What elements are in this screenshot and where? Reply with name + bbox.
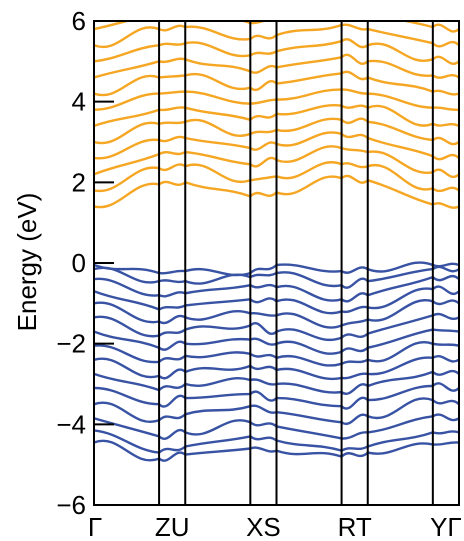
y-ticks: −6 −4 −2 0 2 4 6	[56, 6, 114, 520]
plot-frame	[93, 20, 460, 506]
x-tick-label: ZU	[155, 512, 190, 541]
x-tick-label: YΓ	[430, 512, 462, 541]
y-tick-label: 0	[72, 248, 86, 278]
y-tick-label: 6	[72, 6, 86, 36]
y-tick-label: −6	[56, 490, 86, 520]
x-tick-labels: Γ ZU XS RT YΓ	[88, 512, 462, 541]
y-tick-label: 4	[72, 87, 86, 117]
x-tick-label: XS	[246, 512, 281, 541]
high-symmetry-lines	[158, 21, 434, 505]
x-tick-label: RT	[338, 512, 372, 541]
y-axis-title: Energy (eV)	[12, 193, 42, 332]
x-tick-label: Γ	[88, 512, 102, 541]
y-tick-label: 2	[72, 167, 86, 197]
y-tick-label: −2	[56, 329, 86, 359]
y-tick-label: −4	[56, 409, 86, 439]
